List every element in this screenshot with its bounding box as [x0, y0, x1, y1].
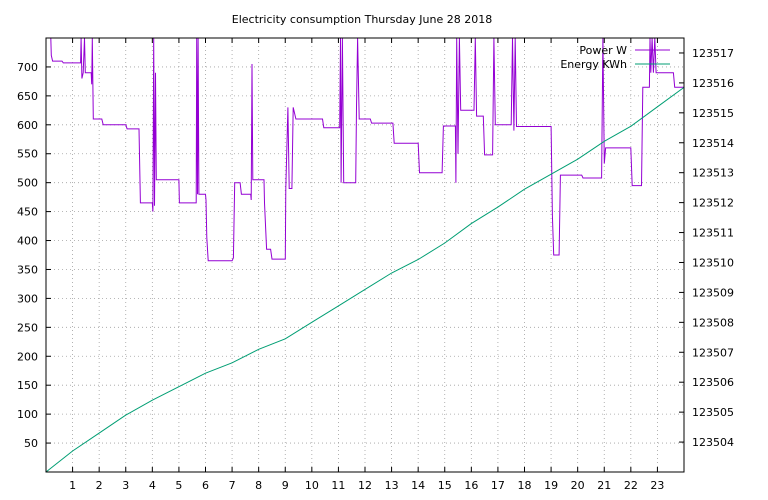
- chart-title: Electricity consumption Thursday June 28…: [232, 13, 492, 26]
- y2-tick-label: 123505: [692, 406, 734, 419]
- y2-tick-label: 123508: [692, 316, 734, 329]
- x-tick-label: 5: [175, 479, 182, 492]
- y-tick-label: 300: [17, 292, 38, 305]
- y-tick-label: 600: [17, 119, 38, 132]
- y-tick-label: 50: [24, 437, 38, 450]
- x-tick-label: 11: [331, 479, 345, 492]
- x-tick-label: 6: [202, 479, 209, 492]
- x-tick-label: 23: [650, 479, 664, 492]
- y2-tick-label: 123515: [692, 107, 734, 120]
- x-tick-label: 3: [122, 479, 129, 492]
- y2-tick-label: 123504: [692, 436, 734, 449]
- y-tick-label: 400: [17, 235, 38, 248]
- series-layer: [45, 37, 685, 473]
- y-tick-label: 200: [17, 350, 38, 363]
- y-tick-label: 100: [17, 408, 38, 421]
- x-tick-label: 22: [624, 479, 638, 492]
- y-tick-label: 500: [17, 177, 38, 190]
- y-tick-label: 450: [17, 206, 38, 219]
- x-tick-label: 4: [149, 479, 156, 492]
- x-tick-label: 13: [385, 479, 399, 492]
- legend-label-power-w: Power W: [579, 44, 627, 57]
- y2-tick-label: 123511: [692, 227, 734, 240]
- x-tick-label: 18: [518, 479, 532, 492]
- x-tick-label: 9: [282, 479, 289, 492]
- x-tick-label: 17: [491, 479, 505, 492]
- x-tick-label: 21: [597, 479, 611, 492]
- x-tick-label: 8: [255, 479, 262, 492]
- x-tick-label: 14: [411, 479, 425, 492]
- legend: Power W Energy KWh: [560, 44, 670, 71]
- axis-ticks: 1 2 3 4 5 6 7 8 9 10 11 12 13 14 15 16 17 18 19 20 21 22 23501…: [17, 38, 734, 492]
- y-tick-label: 700: [17, 61, 38, 74]
- legend-label-energy-kwh: Energy KWh: [560, 58, 627, 71]
- grid-lines: [46, 38, 684, 472]
- y2-tick-label: 123512: [692, 197, 734, 210]
- y-tick-label: 150: [17, 379, 38, 392]
- y2-tick-label: 123510: [692, 256, 734, 269]
- y2-tick-label: 123514: [692, 137, 734, 150]
- y2-tick-label: 123507: [692, 346, 734, 359]
- series-line-energy-kwh: [45, 86, 685, 473]
- x-tick-label: 10: [305, 479, 319, 492]
- y-tick-label: 550: [17, 148, 38, 161]
- x-tick-label: 2: [96, 479, 103, 492]
- x-tick-label: 19: [544, 479, 558, 492]
- y-tick-label: 350: [17, 263, 38, 276]
- x-tick-label: 1: [69, 479, 76, 492]
- x-tick-label: 7: [229, 479, 236, 492]
- x-tick-label: 12: [358, 479, 372, 492]
- x-tick-label: 20: [571, 479, 585, 492]
- x-tick-label: 15: [438, 479, 452, 492]
- y2-tick-label: 123517: [692, 47, 734, 60]
- y-tick-label: 650: [17, 90, 38, 103]
- y-tick-label: 250: [17, 321, 38, 334]
- y2-tick-label: 123516: [692, 77, 734, 90]
- y2-tick-label: 123506: [692, 376, 734, 389]
- y2-tick-label: 123509: [692, 286, 734, 299]
- y2-tick-label: 123513: [692, 167, 734, 180]
- x-tick-label: 16: [464, 479, 478, 492]
- series-line-power-w: [46, 37, 684, 262]
